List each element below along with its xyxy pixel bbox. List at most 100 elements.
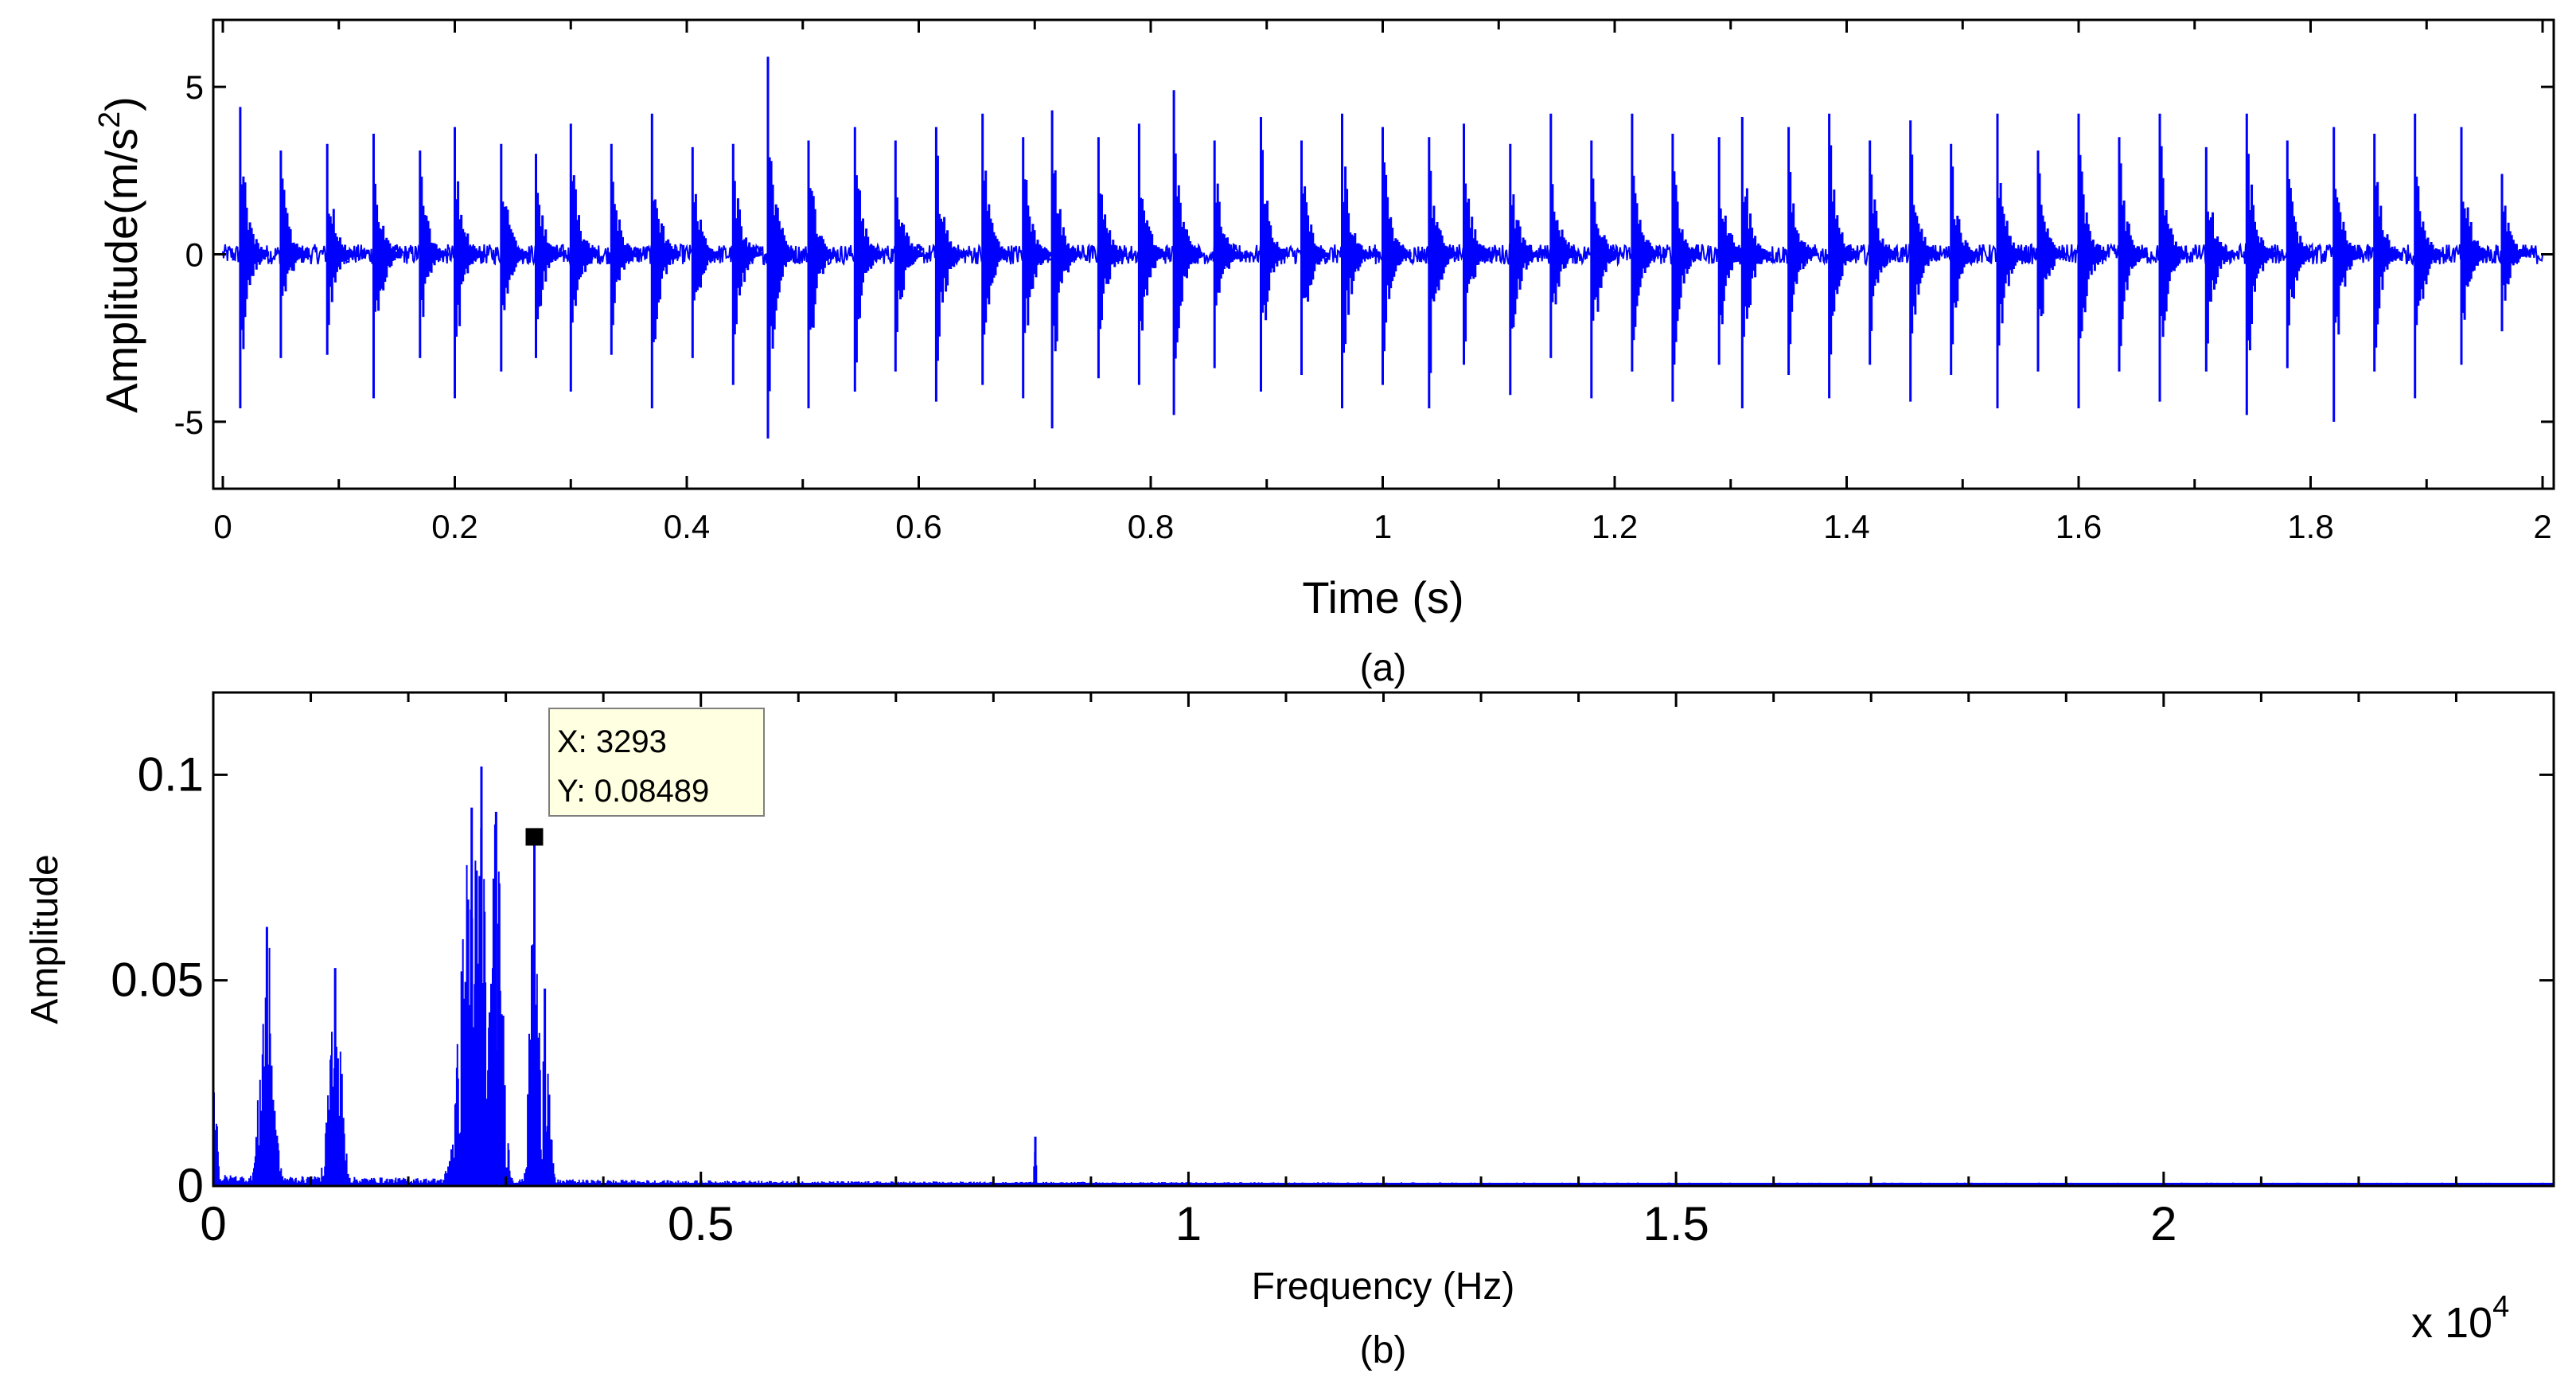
x-axis-multiplier-exponent: 4 — [2492, 1290, 2509, 1324]
time-impulse — [1509, 143, 1539, 396]
time-impulse — [2036, 150, 2067, 372]
data-tip-box — [548, 708, 765, 817]
time-impulse — [1869, 140, 1899, 365]
time-impulse — [1260, 117, 1290, 392]
data-tip-x-value: X: 3293 — [557, 724, 667, 759]
spectrum-series — [212, 767, 2555, 1186]
time-impulse — [1671, 134, 1702, 402]
time-impulse — [807, 140, 838, 408]
time-impulse — [1909, 120, 1939, 402]
frequency-tick-label: 1 — [1175, 1197, 1202, 1250]
data-tip-y-value: Y: 0.08489 — [557, 774, 709, 809]
spectrum-axis-ticks: 0 0.5 1 1.5 2 0 0.05 0.1 — [111, 692, 2555, 1250]
time-tick-label: 0.6 — [895, 508, 941, 545]
time-impulse — [1828, 113, 1858, 399]
time-impulse — [2332, 127, 2363, 422]
time-impulse — [1050, 110, 1081, 429]
time-impulse — [325, 143, 357, 355]
frequency-tick-label: 0 — [200, 1197, 226, 1250]
time-impulse — [934, 127, 965, 402]
time-impulse — [766, 57, 797, 439]
time-impulse — [650, 113, 681, 408]
time-impulse — [1787, 127, 1818, 375]
time-impulse — [1022, 137, 1052, 399]
data-tip[interactable]: X: 3293 Y: 0.08489 — [525, 708, 765, 846]
time-impulse — [454, 127, 484, 399]
time-impulse — [731, 143, 762, 385]
time-impulse — [1172, 90, 1203, 415]
amplitude-tick-label: 5 — [185, 68, 204, 106]
time-tick-label: 0.8 — [1128, 508, 1174, 545]
time-panel-caption: (a) — [1360, 647, 1407, 689]
time-impulse — [1740, 117, 1771, 408]
time-tick-label: 1.8 — [2287, 508, 2333, 545]
spectrum-panel: 0 0.5 1 1.5 2 0 0.05 0.1 Frequency (Hz) (b) Amp… — [24, 691, 2555, 1371]
spectrum-amplitude-tick-label: 0 — [177, 1159, 204, 1212]
time-impulse — [2500, 174, 2531, 332]
frequency-tick-label: 0.5 — [668, 1197, 734, 1250]
time-impulse — [500, 143, 530, 372]
x-axis-multiplier: x 104 — [2411, 1290, 2509, 1347]
time-impulse — [419, 150, 449, 358]
spectrum-line — [212, 824, 2555, 1186]
time-impulse — [1300, 140, 1331, 375]
time-impulse — [1996, 113, 2027, 408]
time-impulse — [1213, 140, 1244, 369]
time-tick-label: 0 — [213, 508, 232, 545]
amplitude-tick-label: -5 — [174, 404, 204, 441]
time-impulse — [2204, 146, 2235, 372]
time-impulse — [1549, 113, 1580, 358]
time-impulse — [610, 143, 641, 355]
time-impulse — [1590, 140, 1620, 399]
time-impulse — [569, 123, 600, 392]
amplitude-tick-label: 0 — [185, 236, 204, 274]
spectrum-amplitude-axis-title: Amplitude — [24, 854, 66, 1024]
time-impulse — [1631, 113, 1662, 372]
x-axis-multiplier-base: x 10 — [2411, 1299, 2492, 1347]
spectrum-amplitude-tick-label: 0.05 — [111, 954, 204, 1007]
time-impulse — [894, 140, 925, 372]
time-impulse — [2245, 113, 2276, 415]
time-impulse — [279, 150, 310, 358]
time-tick-label: 1 — [1374, 508, 1392, 545]
time-impulse — [372, 134, 403, 399]
time-impulse — [2158, 113, 2189, 402]
time-impulse — [691, 146, 722, 358]
time-impulse — [1382, 127, 1412, 385]
time-axis-title: Time (s) — [1302, 572, 1463, 622]
time-impulse — [1428, 137, 1458, 408]
time-tick-label: 0.2 — [431, 508, 477, 545]
time-impulse — [1097, 137, 1128, 379]
time-tick-label: 0.4 — [664, 508, 710, 545]
time-signal-series — [222, 57, 2543, 439]
time-impulse — [2373, 134, 2403, 372]
time-impulse — [2286, 140, 2317, 369]
time-impulse — [2118, 137, 2149, 372]
time-impulse — [1950, 143, 1980, 375]
frequency-tick-label: 1.5 — [1643, 1197, 1709, 1250]
time-impulse — [1341, 113, 1371, 408]
time-signal-panel: 0 0.2 0.4 0.6 0.8 1 1.2 1.4 1.6 1.8 2 5 0 -5 Time (s)… — [93, 18, 2555, 689]
time-impulse — [2077, 113, 2108, 408]
time-amplitude-axis-title-main: Amplitude(m/s — [96, 128, 146, 413]
time-axis-ticks: 0 0.2 0.4 0.6 0.8 1 1.2 1.4 1.6 1.8 2 5 0 -5 — [174, 20, 2554, 545]
frequency-tick-label: 2 — [2150, 1197, 2177, 1250]
data-tip-marker — [525, 828, 544, 846]
time-tick-label: 1.6 — [2056, 508, 2102, 545]
time-tick-label: 2 — [2533, 508, 2551, 545]
frequency-axis-title: Frequency (Hz) — [1252, 1266, 1515, 1308]
time-impulse — [535, 154, 565, 358]
time-amplitude-axis-title-suffix: ) — [96, 96, 146, 111]
time-impulse — [1137, 123, 1168, 385]
time-impulse — [1463, 123, 1493, 365]
time-impulse — [2460, 127, 2491, 365]
time-impulse — [981, 113, 1011, 385]
time-tick-label: 1.2 — [1592, 508, 1638, 545]
time-impulse — [239, 107, 270, 408]
time-amplitude-axis-title: Amplitude(m/s2) — [93, 96, 146, 413]
spectrum-amplitude-tick-label: 0.1 — [138, 747, 204, 801]
time-impulse — [2414, 113, 2444, 399]
spectrum-panel-caption: (b) — [1360, 1329, 1407, 1371]
time-impulse — [853, 127, 884, 392]
